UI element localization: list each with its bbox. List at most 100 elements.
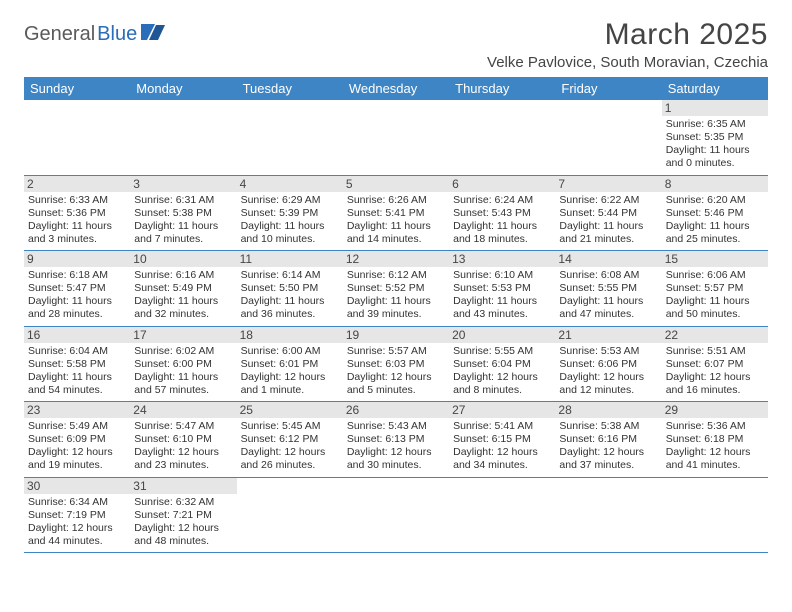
day-number: 18: [237, 327, 343, 343]
calendar-cell: 3 Sunrise: 6:31 AMSunset: 5:38 PMDaylight…: [130, 175, 236, 251]
calendar-cell: [555, 100, 661, 175]
calendar-cell: 21 Sunrise: 5:53 AMSunset: 6:06 PMDayligh…: [555, 326, 661, 402]
weekday-header: Wednesday: [343, 77, 449, 100]
day-number: 2: [24, 176, 130, 192]
day-number: 19: [343, 327, 449, 343]
day-data: Sunrise: 5:38 AMSunset: 6:16 PMDaylight:…: [559, 420, 657, 473]
day-data: Sunrise: 5:49 AMSunset: 6:09 PMDaylight:…: [28, 420, 126, 473]
day-number: 17: [130, 327, 236, 343]
weekday-header-row: SundayMondayTuesdayWednesdayThursdayFrid…: [24, 77, 768, 100]
day-data: Sunrise: 6:31 AMSunset: 5:38 PMDaylight:…: [134, 194, 232, 247]
day-data: Sunrise: 5:51 AMSunset: 6:07 PMDaylight:…: [666, 345, 764, 398]
calendar-cell: [662, 477, 768, 553]
day-data: Sunrise: 6:06 AMSunset: 5:57 PMDaylight:…: [666, 269, 764, 322]
weekday-header: Tuesday: [237, 77, 343, 100]
calendar-cell: 15 Sunrise: 6:06 AMSunset: 5:57 PMDayligh…: [662, 251, 768, 327]
day-number: 13: [449, 251, 555, 267]
day-number: 6: [449, 176, 555, 192]
day-number: 9: [24, 251, 130, 267]
day-data: Sunrise: 6:22 AMSunset: 5:44 PMDaylight:…: [559, 194, 657, 247]
day-data: Sunrise: 5:47 AMSunset: 6:10 PMDaylight:…: [134, 420, 232, 473]
logo: GeneralBlue: [24, 22, 167, 47]
day-data: Sunrise: 6:10 AMSunset: 5:53 PMDaylight:…: [453, 269, 551, 322]
calendar-cell: 16 Sunrise: 6:04 AMSunset: 5:58 PMDayligh…: [24, 326, 130, 402]
calendar-cell: [24, 100, 130, 175]
day-data: Sunrise: 6:14 AMSunset: 5:50 PMDaylight:…: [241, 269, 339, 322]
calendar-cell: 13 Sunrise: 6:10 AMSunset: 5:53 PMDayligh…: [449, 251, 555, 327]
day-data: Sunrise: 5:55 AMSunset: 6:04 PMDaylight:…: [453, 345, 551, 398]
day-data: Sunrise: 5:45 AMSunset: 6:12 PMDaylight:…: [241, 420, 339, 473]
location-text: Velke Pavlovice, South Moravian, Czechia: [487, 54, 768, 71]
day-data: Sunrise: 5:43 AMSunset: 6:13 PMDaylight:…: [347, 420, 445, 473]
calendar-cell: 2 Sunrise: 6:33 AMSunset: 5:36 PMDaylight…: [24, 175, 130, 251]
calendar-row: 9 Sunrise: 6:18 AMSunset: 5:47 PMDaylight…: [24, 251, 768, 327]
calendar-cell: 4 Sunrise: 6:29 AMSunset: 5:39 PMDaylight…: [237, 175, 343, 251]
calendar-cell: 25Sunrise: 5:45 AMSunset: 6:12 PMDayligh…: [237, 402, 343, 478]
calendar-table: SundayMondayTuesdayWednesdayThursdayFrid…: [24, 77, 768, 553]
calendar-cell: 22 Sunrise: 5:51 AMSunset: 6:07 PMDayligh…: [662, 326, 768, 402]
day-data: Sunrise: 6:32 AMSunset: 7:21 PMDaylight:…: [134, 496, 232, 549]
day-data: Sunrise: 6:02 AMSunset: 6:00 PMDaylight:…: [134, 345, 232, 398]
day-data: Sunrise: 5:41 AMSunset: 6:15 PMDaylight:…: [453, 420, 551, 473]
calendar-cell: 7 Sunrise: 6:22 AMSunset: 5:44 PMDaylight…: [555, 175, 661, 251]
day-number: 7: [555, 176, 661, 192]
logo-text-general: General: [24, 23, 95, 46]
day-number: 1: [662, 100, 768, 116]
calendar-cell: 24 Sunrise: 5:47 AMSunset: 6:10 PMDayligh…: [130, 402, 236, 478]
calendar-cell: 26 Sunrise: 5:43 AMSunset: 6:13 PMDayligh…: [343, 402, 449, 478]
day-number: 11: [237, 251, 343, 267]
day-data: Sunrise: 6:33 AMSunset: 5:36 PMDaylight:…: [28, 194, 126, 247]
calendar-cell: 8Sunrise: 6:20 AMSunset: 5:46 PMDaylight…: [662, 175, 768, 251]
header: GeneralBlue March 2025 Velke Pavlovice, …: [24, 18, 768, 71]
calendar-row: 16 Sunrise: 6:04 AMSunset: 5:58 PMDayligh…: [24, 326, 768, 402]
calendar-cell: 6Sunrise: 6:24 AMSunset: 5:43 PMDaylight…: [449, 175, 555, 251]
calendar-cell: 29 Sunrise: 5:36 AMSunset: 6:18 PMDayligh…: [662, 402, 768, 478]
day-number: 29: [662, 402, 768, 418]
day-data: Sunrise: 6:04 AMSunset: 5:58 PMDaylight:…: [28, 345, 126, 398]
calendar-cell: 11 Sunrise: 6:14 AMSunset: 5:50 PMDayligh…: [237, 251, 343, 327]
day-data: Sunrise: 5:57 AMSunset: 6:03 PMDaylight:…: [347, 345, 445, 398]
day-number: 10: [130, 251, 236, 267]
calendar-cell: 30Sunrise: 6:34 AMSunset: 7:19 PMDayligh…: [24, 477, 130, 553]
calendar-cell: [237, 100, 343, 175]
calendar-cell: 31Sunrise: 6:32 AMSunset: 7:21 PMDayligh…: [130, 477, 236, 553]
calendar-row: 23Sunrise: 5:49 AMSunset: 6:09 PMDayligh…: [24, 402, 768, 478]
day-data: Sunrise: 5:53 AMSunset: 6:06 PMDaylight:…: [559, 345, 657, 398]
calendar-cell: 12 Sunrise: 6:12 AMSunset: 5:52 PMDayligh…: [343, 251, 449, 327]
day-data: Sunrise: 5:36 AMSunset: 6:18 PMDaylight:…: [666, 420, 764, 473]
day-number: 4: [237, 176, 343, 192]
day-data: Sunrise: 6:18 AMSunset: 5:47 PMDaylight:…: [28, 269, 126, 322]
day-number: 24: [130, 402, 236, 418]
title-block: March 2025 Velke Pavlovice, South Moravi…: [487, 18, 768, 71]
day-data: Sunrise: 6:29 AMSunset: 5:39 PMDaylight:…: [241, 194, 339, 247]
calendar-row: 2 Sunrise: 6:33 AMSunset: 5:36 PMDaylight…: [24, 175, 768, 251]
calendar-cell: 14Sunrise: 6:08 AMSunset: 5:55 PMDayligh…: [555, 251, 661, 327]
day-number: 16: [24, 327, 130, 343]
day-number: 22: [662, 327, 768, 343]
calendar-cell: 27Sunrise: 5:41 AMSunset: 6:15 PMDayligh…: [449, 402, 555, 478]
calendar-body: 1Sunrise: 6:35 AMSunset: 5:35 PMDaylight…: [24, 100, 768, 553]
day-number: 3: [130, 176, 236, 192]
day-data: Sunrise: 6:16 AMSunset: 5:49 PMDaylight:…: [134, 269, 232, 322]
day-number: 20: [449, 327, 555, 343]
day-number: 21: [555, 327, 661, 343]
calendar-cell: [130, 100, 236, 175]
calendar-cell: [555, 477, 661, 553]
flag-icon: [141, 22, 167, 47]
weekday-header: Sunday: [24, 77, 130, 100]
day-data: Sunrise: 6:08 AMSunset: 5:55 PMDaylight:…: [559, 269, 657, 322]
calendar-row: 30Sunrise: 6:34 AMSunset: 7:19 PMDayligh…: [24, 477, 768, 553]
day-number: 28: [555, 402, 661, 418]
calendar-cell: [343, 100, 449, 175]
calendar-cell: 9 Sunrise: 6:18 AMSunset: 5:47 PMDaylight…: [24, 251, 130, 327]
weekday-header: Thursday: [449, 77, 555, 100]
day-number: 30: [24, 478, 130, 494]
day-number: 12: [343, 251, 449, 267]
day-number: 15: [662, 251, 768, 267]
calendar-cell: 5Sunrise: 6:26 AMSunset: 5:41 PMDaylight…: [343, 175, 449, 251]
day-number: 26: [343, 402, 449, 418]
weekday-header: Monday: [130, 77, 236, 100]
calendar-cell: [449, 477, 555, 553]
day-data: Sunrise: 6:12 AMSunset: 5:52 PMDaylight:…: [347, 269, 445, 322]
day-number: 5: [343, 176, 449, 192]
